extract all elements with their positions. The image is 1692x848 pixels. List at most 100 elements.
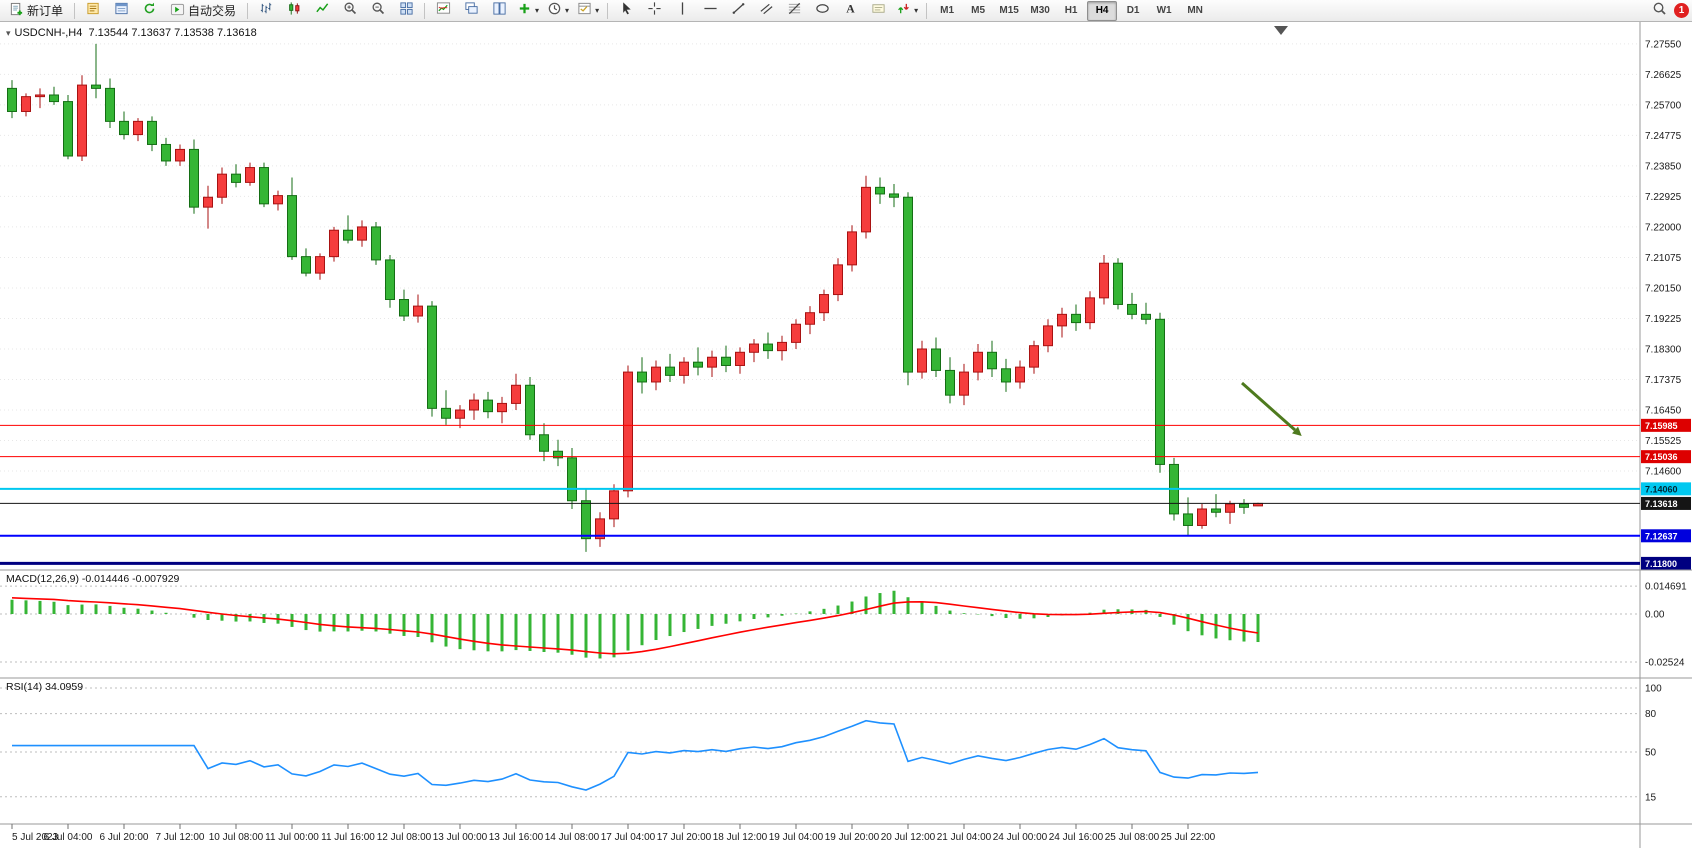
macd-axis-label: 0.014691	[1645, 582, 1687, 593]
new-order-icon	[9, 2, 24, 20]
timeframe-m15-button[interactable]: M15	[999, 5, 1019, 16]
candle-body	[581, 500, 591, 540]
vertical-line-button[interactable]	[669, 1, 695, 21]
macd-values: -0.014446 -0.007929	[81, 573, 180, 585]
tile-vertical-button[interactable]	[486, 1, 512, 21]
timeframe-h1-button[interactable]: H1	[1064, 5, 1078, 16]
arrows-dropdown[interactable]: ▾	[893, 1, 921, 21]
horizontal-lines[interactable]: 7.15985 7.15036 7.14060 7.13618 7.12637 7.118…	[0, 418, 1691, 570]
tile-windows-button[interactable]	[393, 1, 419, 21]
toolbar: 新订单 自动交易 ▾ ▾	[0, 0, 1692, 22]
toolbar-separator	[607, 2, 609, 19]
candle-body	[903, 196, 913, 373]
trendline-button[interactable]	[725, 1, 751, 21]
candle-body	[413, 305, 423, 317]
indicators-button[interactable]	[430, 1, 456, 21]
candle-body	[777, 341, 787, 352]
cursor-icon	[619, 1, 634, 21]
fibonacci-button[interactable]	[781, 1, 807, 21]
timeframe-m1-button[interactable]: M1	[940, 5, 955, 16]
cascade-windows-button[interactable]	[458, 1, 484, 21]
text-button[interactable]: A	[837, 1, 863, 21]
cursor-button[interactable]	[613, 1, 639, 21]
time-label: 24 Jul 16:00	[1049, 832, 1104, 843]
periodicity-dropdown[interactable]: ▾	[544, 1, 572, 21]
candle-body	[343, 229, 353, 241]
timeframe-d1-button[interactable]: D1	[1126, 5, 1140, 16]
channel-button[interactable]	[753, 1, 779, 21]
notification-badge[interactable]: 1	[1674, 3, 1689, 18]
candle-body	[1001, 368, 1011, 383]
price-tick-label: 7.17375	[1645, 375, 1682, 386]
crosshair-button[interactable]	[641, 1, 667, 21]
candle-body	[1057, 313, 1067, 327]
bar-chart-button[interactable]	[253, 1, 279, 21]
data-window-button[interactable]	[108, 1, 134, 21]
dropdown-caret-icon: ▾	[595, 5, 600, 15]
timeframe-m5-button[interactable]: M5	[971, 5, 986, 16]
price-tag-label: 7.13618	[1645, 499, 1678, 509]
price-tick-label: 7.14600	[1645, 467, 1682, 478]
time-label: 7 Jul 12:00	[156, 832, 205, 843]
candles	[7, 43, 1263, 552]
candle-body	[147, 120, 157, 145]
chart-area[interactable]: 7.27550 7.26625 7.25700 7.24775 7.23850 7.229…	[0, 22, 1692, 848]
candle-body	[637, 371, 647, 383]
candle-body	[693, 361, 703, 368]
candle-body	[525, 384, 535, 436]
refresh-button[interactable]	[136, 1, 162, 21]
zoom-out-button[interactable]	[365, 1, 391, 21]
candlestick-chart-icon	[287, 1, 302, 21]
candle-body	[469, 399, 479, 411]
chart-shift-marker-icon[interactable]	[1274, 26, 1288, 35]
price-tick-label: 7.21075	[1645, 253, 1682, 264]
dropdown-caret-icon: ▾	[914, 5, 919, 15]
candle-body	[329, 229, 339, 258]
dropdown-caret-icon: ▾	[565, 5, 570, 15]
candle-body	[707, 356, 717, 368]
add-indicator-dropdown[interactable]: ▾	[514, 1, 542, 21]
candle-body	[1029, 345, 1039, 368]
timeframe-w1-button[interactable]: W1	[1156, 5, 1172, 16]
candle-body	[567, 457, 577, 502]
time-label: 17 Jul 20:00	[657, 832, 712, 843]
candle-body	[889, 193, 899, 198]
rsi-line	[12, 719, 1259, 791]
time-label: 20 Jul 12:00	[881, 832, 936, 843]
market-watch-button[interactable]	[80, 1, 106, 21]
text-label-button[interactable]	[865, 1, 891, 21]
chart-menu-icon[interactable]: ▾	[6, 28, 11, 38]
trend-arrow-annotation[interactable]	[1241, 381, 1302, 436]
line-chart-button[interactable]	[309, 1, 335, 21]
candle-body	[1141, 313, 1151, 320]
auto-trading-button[interactable]: 自动交易	[164, 1, 242, 21]
candlestick-chart-button[interactable]	[281, 1, 307, 21]
templates-dropdown[interactable]: ▾	[574, 1, 602, 21]
timeframe-mn-button[interactable]: MN	[1187, 5, 1203, 16]
ellipse-button[interactable]	[809, 1, 835, 21]
search-icon	[1652, 1, 1667, 21]
refresh-icon	[142, 1, 157, 21]
new-order-button[interactable]: 新订单	[3, 1, 69, 21]
zoom-in-button[interactable]	[337, 1, 363, 21]
candle-body	[133, 120, 143, 136]
time-label: 18 Jul 12:00	[713, 832, 768, 843]
timeframe-m30-button[interactable]: M30	[1030, 5, 1050, 16]
candle-body	[819, 294, 829, 314]
horizontal-line-button[interactable]	[697, 1, 723, 21]
indicators-icon	[436, 1, 451, 21]
time-label: 25 Jul 22:00	[1161, 832, 1216, 843]
candle-body	[749, 343, 759, 353]
ellipse-icon	[815, 1, 830, 21]
candle-body	[105, 87, 115, 122]
chart-ohlc-values: 7.13544 7.13637 7.13538 7.13618	[88, 27, 257, 39]
search-button[interactable]	[1646, 1, 1672, 21]
price-tick-label: 7.22000	[1645, 222, 1682, 233]
candle-body	[455, 409, 465, 419]
candle-body	[119, 120, 129, 136]
macd-axis-label: -0.02524	[1645, 657, 1685, 668]
add-indicator-icon	[517, 1, 532, 21]
price-axis[interactable]: 7.27550 7.26625 7.25700 7.24775 7.23850 7.229…	[1639, 22, 1682, 848]
timeframe-h4-button[interactable]: H4	[1087, 0, 1118, 21]
